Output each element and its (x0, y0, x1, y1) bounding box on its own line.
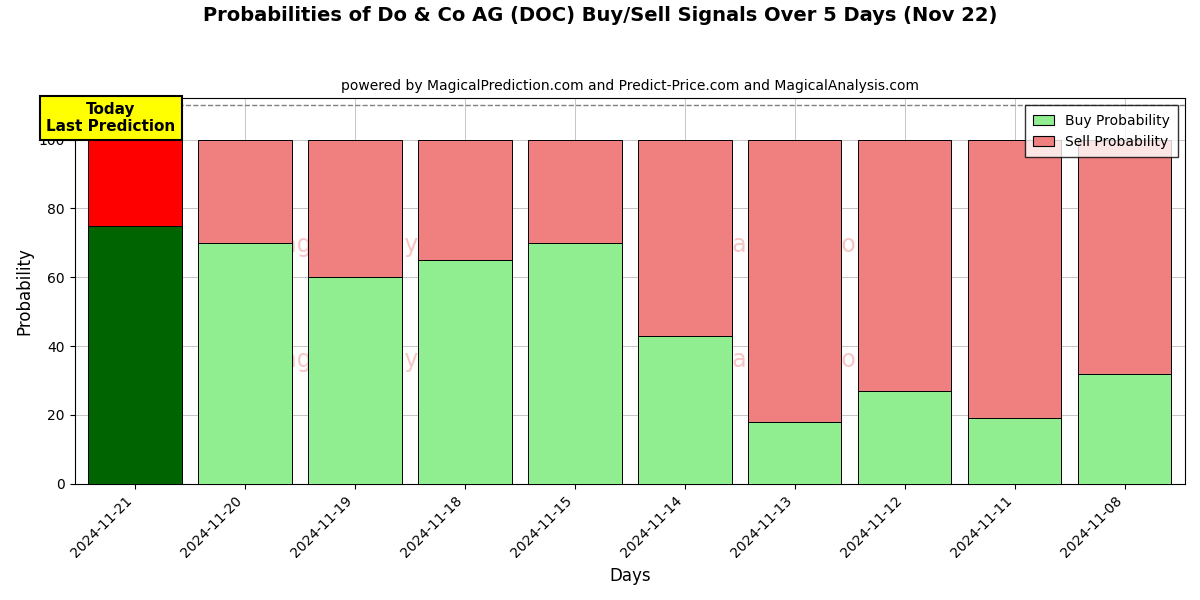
Bar (89, 226, 182, 484)
Text: MagicalPrediction.com: MagicalPrediction.com (664, 349, 929, 373)
Bar (1078, 374, 1171, 484)
Bar (638, 336, 732, 484)
Legend: Buy Probability, Sell Probability: Buy Probability, Sell Probability (1025, 105, 1178, 157)
Text: MagicalPrediction.com: MagicalPrediction.com (664, 233, 929, 257)
Bar (638, 140, 732, 336)
Bar (198, 140, 292, 243)
Text: Today
Last Prediction: Today Last Prediction (47, 102, 175, 134)
Bar (419, 260, 511, 484)
Bar (968, 140, 1061, 418)
Bar (89, 140, 182, 226)
Bar (308, 140, 402, 277)
Bar (1078, 140, 1171, 374)
Bar (528, 140, 622, 243)
Y-axis label: Probability: Probability (16, 247, 34, 335)
Text: MagicalAnalysis.com: MagicalAnalysis.com (263, 349, 509, 373)
Title: powered by MagicalPrediction.com and Predict-Price.com and MagicalAnalysis.com: powered by MagicalPrediction.com and Pre… (341, 79, 919, 93)
Text: MagicalAnalysis.com: MagicalAnalysis.com (263, 233, 509, 257)
Bar (748, 422, 841, 484)
Bar (528, 243, 622, 484)
Bar (748, 140, 841, 422)
X-axis label: Days: Days (610, 567, 650, 585)
Text: Probabilities of Do & Co AG (DOC) Buy/Sell Signals Over 5 Days (Nov 22): Probabilities of Do & Co AG (DOC) Buy/Se… (203, 6, 997, 25)
Bar (308, 277, 402, 484)
Bar (198, 243, 292, 484)
Bar (858, 140, 952, 391)
Bar (419, 140, 511, 260)
Bar (858, 391, 952, 484)
Bar (968, 418, 1061, 484)
